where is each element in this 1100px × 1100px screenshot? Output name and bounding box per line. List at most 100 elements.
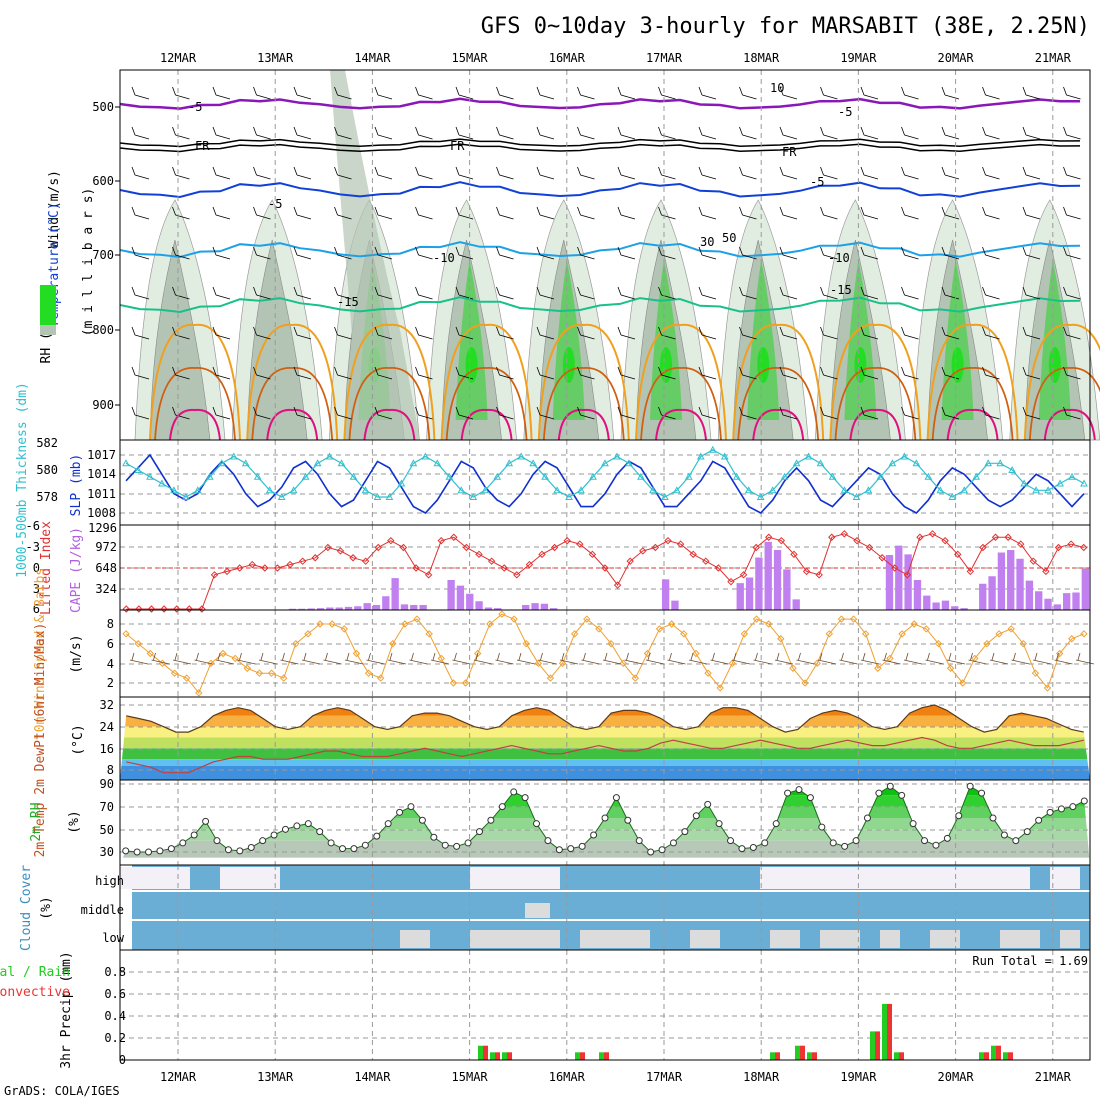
li-axis-label: Lifted Index — [39, 521, 54, 615]
cape-bar — [540, 603, 549, 610]
data-marker — [133, 848, 141, 856]
data-marker — [738, 845, 746, 853]
surface-wind-barb — [215, 652, 235, 665]
data-marker — [863, 814, 871, 822]
surface-wind-barb — [946, 652, 966, 665]
upper-wind-barb — [779, 366, 798, 380]
data-marker — [1068, 472, 1076, 480]
data-marker — [792, 459, 801, 467]
x-tick-label-bottom: 13MAR — [257, 1070, 294, 1084]
upper-wind-barb — [293, 366, 312, 380]
data-marker — [740, 630, 749, 638]
precip-total-bar — [1003, 1052, 1008, 1060]
precip-total-bar — [882, 1003, 887, 1060]
data-marker — [172, 605, 181, 613]
data-marker — [825, 630, 834, 638]
isotherm-10 — [119, 241, 1081, 259]
isotherm-30-arc — [557, 408, 610, 441]
temp-color-band — [120, 737, 1090, 749]
upper-wind-barb — [779, 206, 798, 220]
data-marker — [224, 846, 232, 854]
surface-wind-barb — [430, 652, 450, 665]
upper-wind-barb — [1022, 246, 1041, 260]
precip-tick-label: 0.4 — [104, 1009, 126, 1023]
upper-wind-barb — [1063, 366, 1081, 380]
data-marker — [764, 620, 773, 628]
data-marker — [361, 557, 370, 565]
upper-wind-barb — [253, 86, 271, 100]
temp-color-band — [120, 726, 1090, 738]
upper-wind-barb — [415, 246, 433, 260]
data-marker — [418, 816, 426, 824]
data-marker — [874, 664, 882, 672]
upper-wind-barb — [334, 406, 352, 420]
upper-wind-barb — [901, 326, 919, 340]
precip-total-bar — [979, 1052, 984, 1060]
data-marker — [469, 492, 478, 500]
thickness-tick-label: 578 — [36, 490, 58, 504]
upper-wind-barb — [860, 246, 879, 260]
data-marker — [840, 530, 849, 538]
data-marker — [655, 625, 664, 633]
data-marker — [396, 808, 404, 816]
data-marker — [589, 472, 597, 480]
data-marker — [886, 782, 894, 790]
upper-wind-barb — [293, 246, 312, 260]
data-marker — [875, 789, 883, 797]
data-marker — [739, 571, 748, 579]
cape-tick-label: 1296 — [88, 521, 117, 535]
upper-wind-barb — [941, 206, 960, 220]
data-marker — [996, 459, 1005, 467]
surface-wind-barb — [989, 652, 1009, 665]
upper-wind-barb — [820, 86, 838, 100]
isotherm-25-arc — [445, 367, 528, 441]
data-marker — [461, 679, 470, 687]
upper-wind-barb — [1063, 206, 1081, 220]
li-tick-label: -3 — [26, 540, 40, 554]
surface-wind-barb — [1054, 652, 1073, 665]
data-marker — [316, 620, 324, 628]
mid-cloud-block — [525, 903, 550, 918]
cape-bar — [288, 608, 297, 610]
data-marker — [207, 659, 215, 668]
surface-wind-barb — [366, 652, 385, 665]
upper-wind-barb — [334, 206, 352, 220]
surface-wind-barb — [688, 652, 708, 665]
data-marker — [122, 630, 130, 638]
data-marker — [716, 684, 724, 692]
data-marker — [828, 533, 836, 541]
upper-wind-barb — [374, 326, 393, 340]
rh-units-label: (%) — [67, 810, 82, 833]
surface-wind-barb — [710, 652, 729, 665]
upper-wind-barb — [982, 326, 1000, 340]
cape-bar — [1025, 580, 1034, 610]
freezing-level-line — [119, 138, 1081, 148]
contour-label: 10 — [770, 81, 784, 95]
rh-tick-label: 30 — [100, 845, 114, 859]
rh-shade-bright — [562, 347, 575, 383]
data-marker — [1067, 540, 1075, 548]
upper-wind-barb — [1063, 326, 1081, 340]
data-marker — [147, 605, 156, 613]
data-marker — [912, 459, 921, 467]
rh-color-band — [120, 795, 1090, 807]
data-marker — [522, 639, 530, 648]
data-marker — [286, 560, 294, 569]
high-cloud-block — [880, 867, 1030, 889]
cape-bar — [447, 580, 455, 610]
data-marker — [1004, 533, 1012, 541]
credit-label: GrADS: COLA/IGES — [4, 1084, 120, 1098]
wind-speed-line — [125, 613, 1085, 694]
panels: 12MAR 12MAR 13MAR 13MAR 14MAR 14MAR 15MAR 15MAR… — [0, 51, 1100, 1084]
isotherm-20-arc — [246, 323, 339, 441]
data-marker — [978, 789, 986, 797]
data-marker — [752, 543, 760, 552]
data-marker — [265, 486, 274, 494]
data-marker — [170, 669, 179, 677]
slp-panel-frame — [119, 439, 1091, 526]
data-marker — [122, 847, 130, 855]
data-marker — [513, 571, 521, 579]
precip-tick-label: 0.8 — [104, 965, 126, 979]
cape-bar — [1063, 593, 1071, 610]
upper-wind-barb — [455, 366, 474, 380]
